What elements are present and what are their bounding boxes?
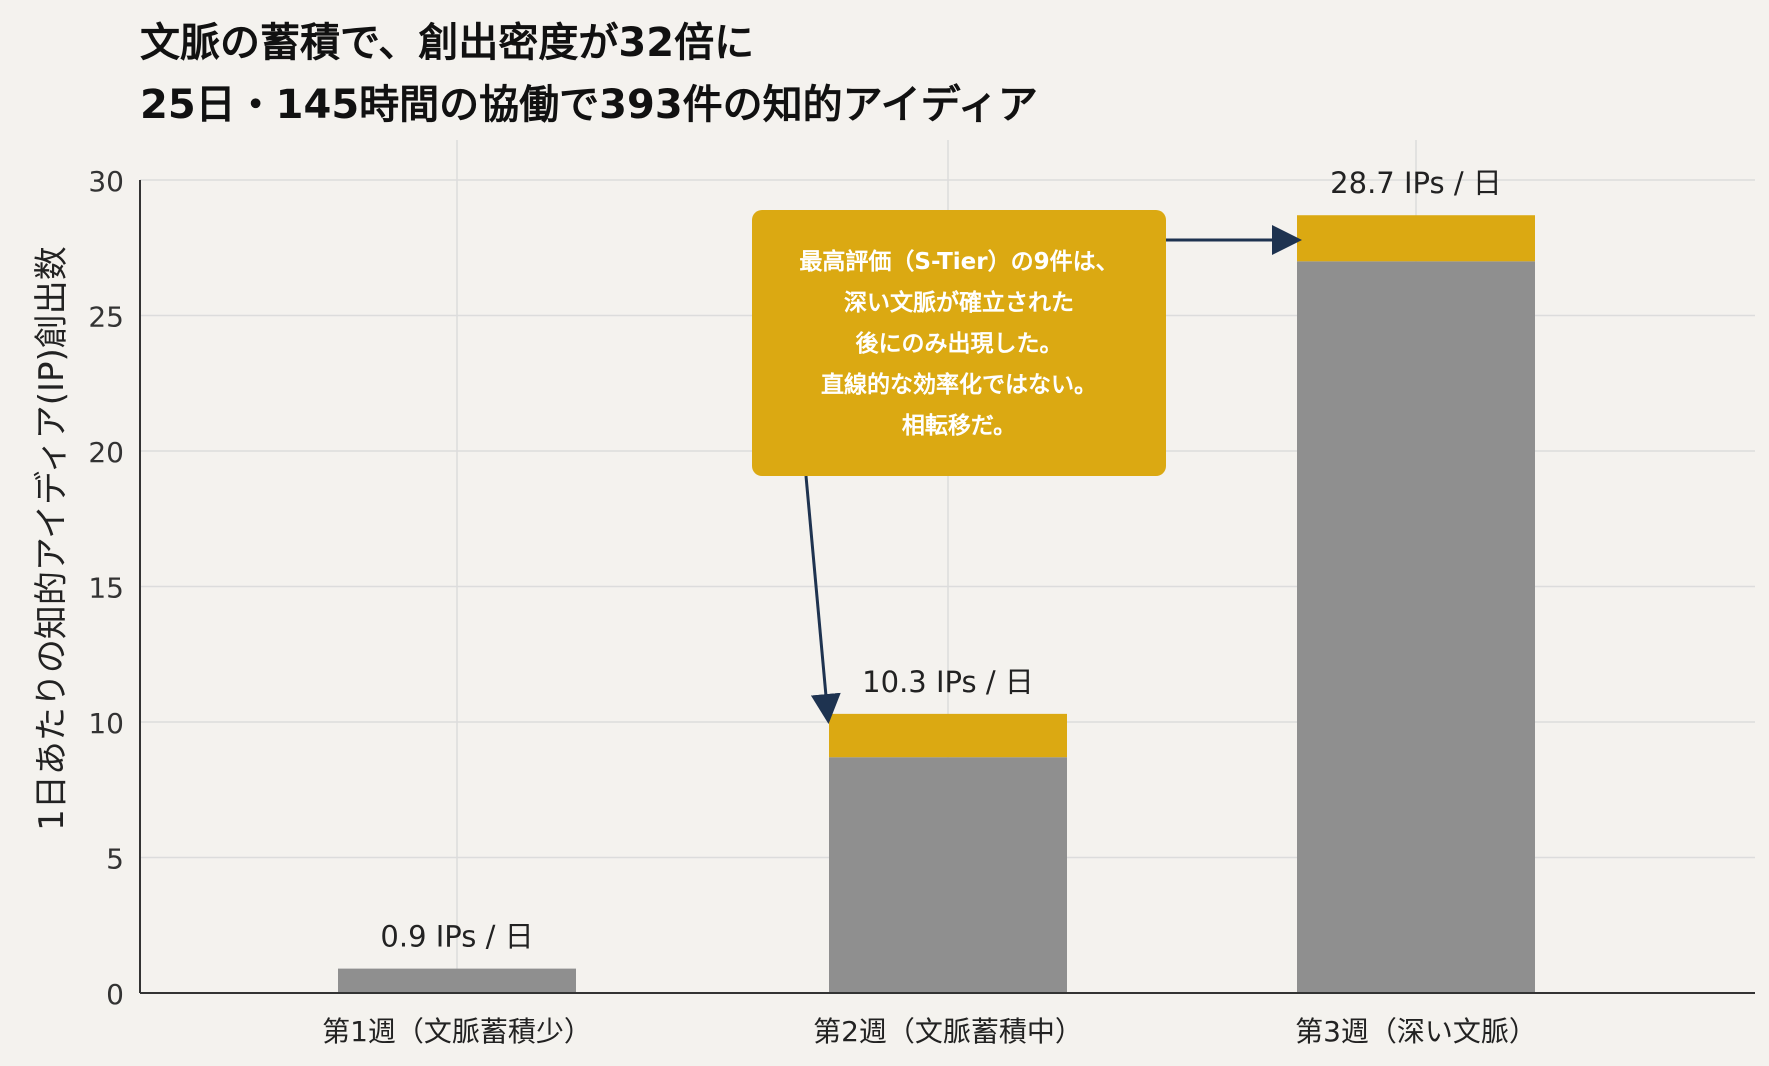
bar-base-segment [829, 757, 1067, 993]
y-axis-title: 1日あたりの知的アイディア(IP)創出数 [32, 246, 72, 831]
callout-line: 相転移だ。 [901, 413, 1017, 439]
bar-data-label: 10.3 IPs / 日 [862, 665, 1034, 699]
s-tier-callout: 最高評価（S-Tier）の9件は、 深い文脈が確立された 後にのみ出現した。 直… [752, 210, 1166, 476]
bar-data-label: 28.7 IPs / 日 [1330, 166, 1502, 200]
x-category-label: 第2週（文脈蓄積中） [813, 1015, 1083, 1048]
y-tick-label: 0 [106, 978, 124, 1011]
title-line-2: 25日・145時間の協働で393件の知的アイディア [140, 82, 1038, 128]
callout-line: 後にのみ出現した。 [855, 331, 1063, 357]
x-category-label: 第3週（深い文脈） [1295, 1015, 1537, 1048]
callout-line: 最高評価（S-Tier）の9件は、 [799, 249, 1119, 275]
x-category-label: 第1週（文脈蓄積少） [322, 1015, 592, 1048]
y-tick-label: 10 [88, 707, 124, 740]
y-tick-label: 5 [106, 843, 124, 876]
y-tick-label: 15 [88, 572, 124, 605]
title-line-1: 文脈の蓄積で、創出密度が32倍に [140, 20, 755, 66]
bar-highlight-segment [829, 713, 1067, 758]
arrow-to-week2 [804, 475, 841, 724]
bar-base-segment [338, 968, 576, 993]
y-tick-label: 25 [88, 301, 124, 334]
title-block: 文脈の蓄積で、創出密度が32倍に 25日・145時間の協働で393件の知的アイデ… [140, 12, 1640, 136]
y-tick-label: 30 [88, 165, 124, 198]
callout-line: 直線的な効率化ではない。 [821, 372, 1097, 398]
bar-highlight-segment [1297, 215, 1535, 262]
bar-base-segment [1297, 261, 1535, 993]
bar-data-label: 0.9 IPs / 日 [380, 920, 533, 954]
y-tick-label: 20 [88, 436, 124, 469]
callout-line: 深い文脈が確立された [844, 290, 1074, 316]
